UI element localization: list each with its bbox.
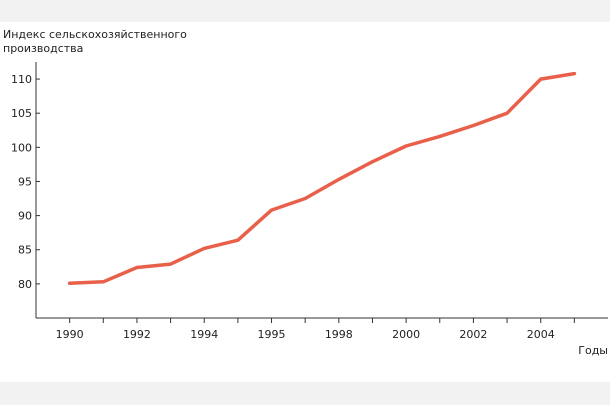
data-point xyxy=(202,246,206,250)
data-point xyxy=(101,280,105,284)
y-tick-label: 110 xyxy=(11,73,32,86)
bottom-band xyxy=(0,382,610,405)
y-tick-label: 105 xyxy=(11,107,32,120)
y-tick-label: 90 xyxy=(18,210,32,223)
data-point xyxy=(572,72,576,76)
y-tick-label: 100 xyxy=(11,141,32,154)
y-axis-label: Индекс сельскохозяйственного производств… xyxy=(3,28,187,55)
data-point xyxy=(68,281,72,285)
data-point xyxy=(337,177,341,181)
x-tick-label: 1995 xyxy=(258,328,286,341)
data-point xyxy=(135,265,139,269)
data-point xyxy=(169,262,173,266)
x-tick-label: 1998 xyxy=(325,328,353,341)
series-line xyxy=(67,71,577,285)
data-point xyxy=(438,134,442,138)
data-point xyxy=(404,144,408,148)
x-tick-label: 2000 xyxy=(392,328,420,341)
data-point xyxy=(471,123,475,127)
data-point xyxy=(303,197,307,201)
data-point xyxy=(539,77,543,81)
y-tick-label: 85 xyxy=(18,244,32,257)
x-tick-label: 2004 xyxy=(527,328,555,341)
x-tick-label: 1992 xyxy=(123,328,151,341)
data-point xyxy=(370,160,374,164)
x-tick-label: 1994 xyxy=(190,328,218,341)
y-tick-label: 80 xyxy=(18,278,32,291)
top-band xyxy=(0,0,610,22)
data-point xyxy=(270,208,274,212)
data-point xyxy=(236,238,240,242)
x-tick-label: 1990 xyxy=(56,328,84,341)
x-tick-label: 2002 xyxy=(459,328,487,341)
y-tick-label: 95 xyxy=(18,175,32,188)
data-point xyxy=(505,111,509,115)
x-axis-label: Годы xyxy=(578,344,608,357)
